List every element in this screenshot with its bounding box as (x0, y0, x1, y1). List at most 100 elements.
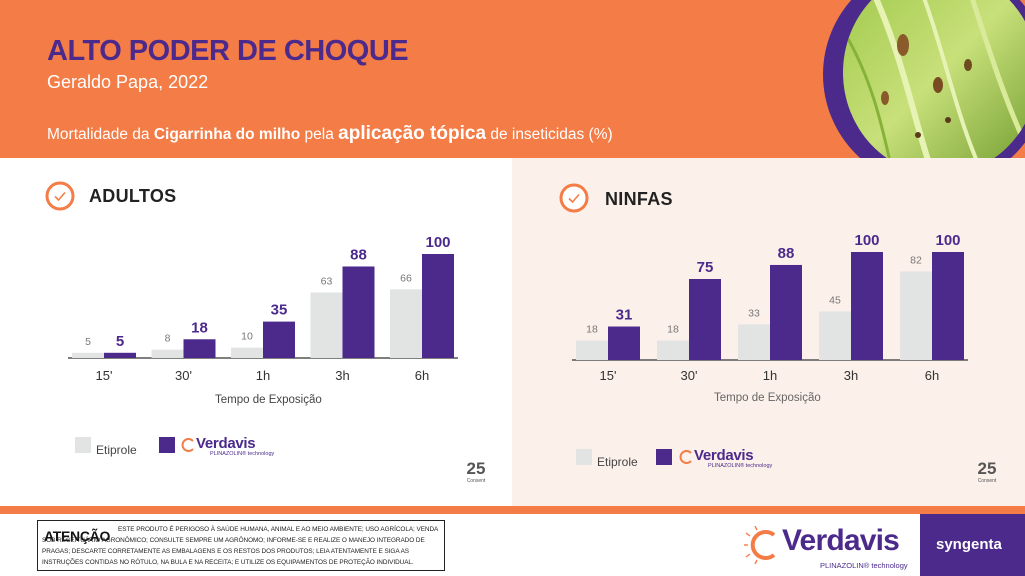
warning-text: ESTE PRODUTO É PERIGOSO À SAÚDE HUMANA, … (42, 526, 438, 566)
legend-swatch-etiprole (576, 449, 592, 465)
syngenta-logo: syngenta (920, 514, 1025, 576)
x-tick-label: 3h (335, 368, 349, 383)
section-title-ninfas: NINFAS (605, 189, 673, 209)
data-label-etiprole: 18 (586, 324, 598, 336)
data-label-verdavis: 100 (935, 232, 960, 249)
bar-verdavis (422, 254, 454, 358)
x-tick-label: 15' (600, 368, 617, 383)
x-tick-label: 30' (175, 368, 192, 383)
section-title-adultos: ADULTOS (89, 186, 177, 206)
legend-swatch-etiprole (75, 437, 91, 453)
legend-label-etiprole: Etiprole (96, 443, 137, 457)
data-label-etiprole: 5 (85, 336, 91, 348)
x-tick-label: 15' (96, 368, 113, 383)
legend-brand-verdavis: Verdavis PLINAZOLIN® technology (678, 447, 772, 469)
subtitle-part-3: pela (300, 126, 339, 143)
x-tick-label: 30' (681, 368, 698, 383)
bar-verdavis (183, 339, 216, 358)
data-label-etiprole: 63 (321, 275, 333, 287)
bar-verdavis (263, 321, 295, 358)
data-label-verdavis: 35 (271, 302, 288, 319)
data-label-verdavis: 88 (778, 245, 795, 262)
data-label-etiprole: 18 (667, 324, 679, 336)
legend-brand-name: Verdavis (694, 447, 754, 464)
badge-number: 25 (466, 459, 486, 478)
footer-stripe (0, 506, 1025, 514)
x-tick-label: 3h (844, 368, 858, 383)
data-label-etiprole: 10 (241, 331, 253, 343)
header-banner: ALTO PODER DE CHOQUE Geraldo Papa, 2022 … (0, 0, 1025, 158)
subtitle-part-2: Cigarrinha do milho (153, 126, 301, 143)
bar-verdavis (608, 326, 640, 360)
bar-etiprole (72, 352, 104, 358)
subtitle-part-4: aplicação tópica (338, 123, 487, 144)
bar-etiprole (231, 347, 263, 358)
data-label-verdavis: 88 (350, 246, 367, 263)
bar-etiprole (390, 289, 422, 358)
bar-etiprole (310, 292, 343, 358)
chart-subtitle: Mortalidade da Cigarrinha do milho pela … (47, 123, 613, 145)
data-label-etiprole: 8 (165, 333, 171, 345)
legend-brand-verdavis: Verdavis PLINAZOLIN® technology (180, 435, 274, 457)
check-circle-icon (559, 183, 589, 213)
panel-ninfas: NINFAS 18 31 15' 18 75 30' 33 88 1h 45 100 3h 82 100 6… (512, 158, 1025, 506)
anniversary-badge: 25 Consent (461, 460, 491, 494)
leaf-photo-icon (843, 0, 1025, 158)
legend-label-etiprole: Etiprole (597, 455, 638, 469)
bar-etiprole (151, 349, 184, 358)
bar-etiprole (657, 340, 689, 360)
brand-name: Verdavis (782, 524, 900, 557)
data-label-etiprole: 45 (829, 294, 841, 306)
legend-swatch-verdavis (656, 449, 672, 465)
x-tick-label: 1h (256, 368, 270, 383)
data-label-etiprole: 33 (748, 307, 760, 319)
legend-brand-sub: PLINAZOLIN® technology (708, 463, 773, 469)
bar-verdavis (932, 252, 964, 360)
footer: ATENÇÃO ESTE PRODUTO É PERIGOSO À SAÚDE … (0, 514, 1025, 576)
bar-verdavis (851, 252, 883, 360)
panel-adultos: ADULTOS 5 5 15' 8 18 30' 10 35 1h 63 88 3h 66 100 6h T… (0, 158, 512, 506)
legend-brand-name: Verdavis (196, 435, 256, 452)
page-title: ALTO PODER DE CHOQUE (47, 35, 409, 67)
subtitle-part-1: Mortalidade da (47, 126, 154, 143)
bar-verdavis (770, 264, 802, 360)
subtitle-part-5: de inseticidas (%) (486, 126, 613, 143)
bar-etiprole (819, 311, 851, 360)
bar-etiprole (738, 324, 770, 360)
data-label-etiprole: 82 (910, 254, 922, 266)
data-label-verdavis: 75 (697, 259, 714, 276)
anniversary-badge: 25 Consent (972, 460, 1002, 494)
sun-logo-icon (181, 438, 194, 452)
author-line: Geraldo Papa, 2022 (47, 72, 209, 92)
data-label-verdavis: 100 (854, 232, 879, 249)
check-circle-icon (45, 181, 75, 211)
x-tick-label: 6h (925, 368, 939, 383)
legend-swatch-verdavis (159, 437, 175, 453)
data-label-verdavis: 31 (616, 307, 633, 324)
data-label-verdavis: 5 (116, 333, 124, 350)
bar-etiprole (900, 271, 932, 360)
brand-sub: PLINAZOLIN® technology (820, 561, 908, 570)
data-label-verdavis: 100 (425, 234, 450, 251)
chart-adultos: 5 5 15' 8 18 30' 10 35 1h 63 88 3h 66 100 6h (68, 234, 458, 383)
x-tick-label: 6h (415, 368, 429, 383)
sun-logo-icon (679, 450, 692, 464)
company-name: syngenta (936, 536, 1002, 553)
legend-brand-sub: PLINAZOLIN® technology (210, 451, 275, 457)
warning-box: ATENÇÃO ESTE PRODUTO É PERIGOSO À SAÚDE … (37, 520, 445, 571)
bar-verdavis (342, 266, 375, 358)
bar-verdavis (104, 352, 136, 358)
badge-text: Consent (977, 478, 997, 484)
warning-title: ATENÇÃO (44, 528, 111, 544)
bar-verdavis (689, 279, 721, 360)
badge-text: Consent (466, 478, 486, 484)
badge-number: 25 (977, 459, 997, 478)
bar-etiprole (576, 340, 608, 360)
x-axis-label-ninfas: Tempo de Exposição (714, 392, 821, 404)
x-axis-label-adultos: Tempo de Exposição (215, 394, 322, 406)
data-label-verdavis: 18 (191, 319, 208, 336)
data-label-etiprole: 66 (400, 272, 412, 284)
chart-ninfas: 18 31 15' 18 75 30' 33 88 1h 45 100 3h 82 100 6h (572, 232, 968, 383)
x-tick-label: 1h (763, 368, 777, 383)
sun-logo-icon (744, 526, 776, 564)
